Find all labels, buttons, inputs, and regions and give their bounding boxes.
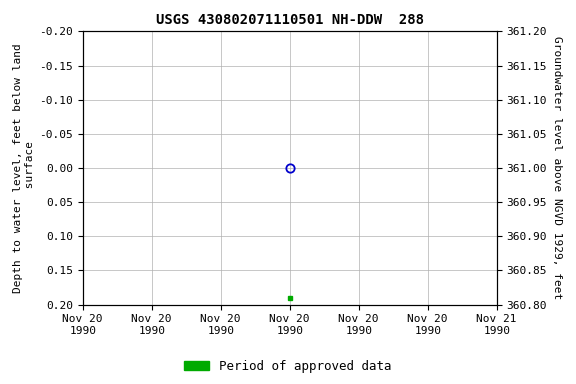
Y-axis label: Depth to water level, feet below land
 surface: Depth to water level, feet below land su… <box>13 43 35 293</box>
Title: USGS 430802071110501 NH-DDW  288: USGS 430802071110501 NH-DDW 288 <box>156 13 424 28</box>
Y-axis label: Groundwater level above NGVD 1929, feet: Groundwater level above NGVD 1929, feet <box>552 36 563 300</box>
Legend: Period of approved data: Period of approved data <box>179 355 397 378</box>
